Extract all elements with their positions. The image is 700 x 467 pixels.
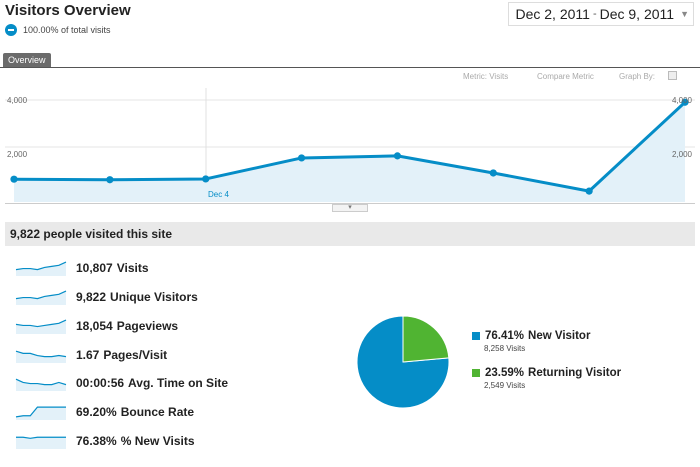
sparkline	[16, 436, 66, 449]
sparkline-line	[15, 406, 66, 418]
sparkline	[15, 406, 66, 420]
legend-pct-new: 76.41%	[485, 330, 525, 342]
legend-count-new: 8,258 Visits	[484, 344, 526, 353]
legend-swatch-returning	[472, 369, 480, 377]
y-tick-right-2000: 2,000	[672, 150, 693, 159]
sparkline	[15, 378, 67, 391]
visits-line	[13, 101, 687, 193]
data-point-dec-6[interactable]	[393, 152, 402, 160]
legend-count-returning: 2,549 Visits	[484, 381, 526, 390]
segment-icon[interactable]	[5, 24, 17, 36]
data-point-dec-8[interactable]	[585, 187, 593, 195]
metric-label[interactable]: Visits	[116, 261, 149, 275]
legend-swatch-new	[472, 332, 480, 340]
y-tick-left-4000: 4,000	[7, 96, 28, 105]
legend-pct-returning: 23.59%	[485, 367, 525, 379]
date-range-picker[interactable]: Dec 2, 2011 - Dec 9, 2011 ▼	[508, 2, 694, 26]
y-tick-left-2000: 2,000	[7, 150, 28, 159]
date-start: Dec 2, 2011	[515, 6, 590, 22]
metric-selector[interactable]: Metric: Visits	[463, 72, 509, 81]
sparkline-line	[15, 261, 67, 271]
metric-value: 76.38%	[76, 434, 117, 448]
visitors-summary: 9,822 people visited this site	[5, 222, 695, 246]
metric-row[interactable]: 1.67 Pages/Visit	[15, 345, 167, 365]
sparkline-area	[16, 320, 66, 334]
date-end: Dec 9, 2011	[599, 6, 675, 22]
tab-divider	[0, 67, 700, 68]
data-point-dec-2[interactable]	[10, 175, 18, 183]
metric-value: 9,822	[76, 290, 107, 304]
metric-row[interactable]: 9,822 Unique Visitors	[15, 287, 198, 307]
sparkline-area	[16, 379, 66, 391]
metric-label[interactable]: Bounce Rate	[120, 405, 195, 419]
y-tick-right-4000: 4,000	[672, 96, 693, 105]
sparkline	[15, 261, 67, 276]
segment-indicator[interactable]: 100.00% of total visits	[5, 24, 111, 36]
metric-row[interactable]: 76.38%% New Visits	[15, 431, 195, 451]
metric-row[interactable]: 00:00:56 Avg. Time on Site	[15, 373, 228, 393]
data-point-dec-3[interactable]	[106, 176, 114, 184]
metric-row[interactable]: 18,054 Pageviews	[15, 316, 178, 336]
legend-returning-visitor: 23.59% Returning Visitor 2,549 Visits	[472, 367, 621, 390]
sparkline-line	[16, 436, 66, 439]
visits-chart: 4,000 2,000 4,000 2,000 Dec 4	[5, 88, 695, 202]
data-point-dec-7[interactable]	[489, 169, 497, 177]
data-point-dec-4[interactable]	[202, 175, 210, 183]
sparkline-line	[15, 319, 67, 328]
metric-value: 00:00:56	[76, 376, 125, 390]
data-point-dec-9[interactable]	[681, 98, 689, 106]
page-title: Visitors Overview	[5, 2, 131, 19]
metric-label[interactable]: Unique Visitors	[110, 290, 198, 304]
sparkline-line	[15, 290, 67, 300]
legend-name-returning: Returning Visitor	[528, 367, 622, 379]
legend-new-visitor: 76.41% New Visitor 8,258 Visits	[472, 330, 590, 353]
sparkline-area	[16, 407, 66, 420]
tab-overview[interactable]: Overview	[3, 53, 51, 67]
sparkline-line	[15, 350, 67, 358]
chart-resize-handle[interactable]: ▾	[332, 204, 368, 212]
metric-row[interactable]: 10,807 Visits	[15, 258, 149, 278]
compare-metric-selector[interactable]: Compare Metric	[537, 72, 594, 81]
metric-value: 10,807	[76, 261, 113, 275]
sparkline-area	[16, 437, 66, 449]
metric-value: 69.20%	[76, 405, 117, 419]
sparkline	[15, 290, 67, 305]
metric-label[interactable]: Pageviews	[116, 319, 179, 333]
metric-row[interactable]: 69.20% Bounce Rate	[15, 402, 194, 422]
sparkline	[15, 319, 67, 334]
legend-name-new: New Visitor	[528, 330, 591, 342]
graph-by-label: Graph By:	[619, 72, 656, 81]
date-separator: -	[592, 8, 597, 20]
x-annotation-dec4: Dec 4	[208, 190, 229, 199]
chevron-down-icon[interactable]: ▼	[680, 9, 689, 19]
chart-baseline	[5, 203, 695, 204]
metric-label[interactable]: Pages/Visit	[103, 348, 168, 362]
visits-area	[14, 102, 685, 202]
segment-label: 100.00% of total visits	[23, 25, 111, 35]
graph-type-icon[interactable]	[668, 71, 677, 80]
pie-slice-returning-visitor[interactable]	[402, 315, 450, 363]
sparkline-line	[15, 378, 67, 386]
sparkline-area	[16, 351, 66, 363]
sparkline	[15, 350, 67, 363]
visitor-type-pie	[356, 315, 450, 409]
metric-label[interactable]: Avg. Time on Site	[128, 376, 229, 390]
metric-value: 18,054	[76, 319, 113, 333]
data-point-dec-5[interactable]	[297, 154, 306, 162]
metric-label[interactable]: % New Visits	[120, 434, 195, 448]
metric-value: 1.67	[76, 348, 100, 362]
